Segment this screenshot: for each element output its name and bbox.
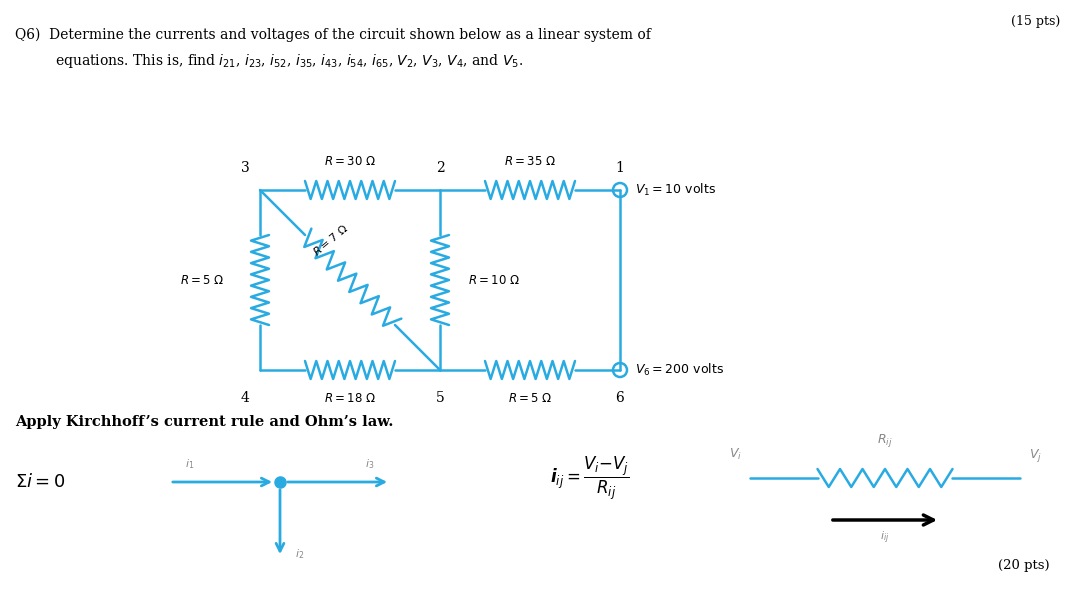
Text: $R_{ij}$: $R_{ij}$ <box>877 432 892 449</box>
Text: $\boldsymbol{i}_{ij} = \dfrac{V_i{-}V_j}{R_{ij}}$: $\boldsymbol{i}_{ij} = \dfrac{V_i{-}V_j}… <box>550 454 629 502</box>
Text: $R = 35\ \Omega$: $R = 35\ \Omega$ <box>504 155 556 168</box>
Text: equations. This is, find $i_{21}$, $i_{23}$, $i_{52}$, $i_{35}$, $i_{43}$, $i_{5: equations. This is, find $i_{21}$, $i_{2… <box>55 52 524 70</box>
Text: $V_6 = 200\ \mathrm{volts}$: $V_6 = 200\ \mathrm{volts}$ <box>635 362 725 378</box>
Text: 2: 2 <box>435 161 444 175</box>
Text: $i_1$: $i_1$ <box>185 457 195 471</box>
Text: $V_1 = 10\ \mathrm{volts}$: $V_1 = 10\ \mathrm{volts}$ <box>635 182 716 198</box>
Text: $R = 18\ \Omega$: $R = 18\ \Omega$ <box>324 392 376 405</box>
Text: 1: 1 <box>616 161 625 175</box>
Text: $V_j$: $V_j$ <box>1029 447 1042 464</box>
Text: 6: 6 <box>616 391 625 405</box>
Text: $R = 10\ \Omega$: $R = 10\ \Omega$ <box>468 274 520 287</box>
Text: 3: 3 <box>241 161 249 175</box>
Text: $i_{ij}$: $i_{ij}$ <box>880 529 890 546</box>
Text: (20 pts): (20 pts) <box>999 559 1050 572</box>
Text: $V_i$: $V_i$ <box>729 447 742 462</box>
Text: $i_3$: $i_3$ <box>366 457 375 471</box>
Text: 4: 4 <box>241 391 249 405</box>
Text: $R = 5\ \Omega$: $R = 5\ \Omega$ <box>507 392 553 405</box>
Text: (15 pts): (15 pts) <box>1010 15 1060 28</box>
Text: $R = 5\ \Omega$: $R = 5\ \Omega$ <box>181 274 225 287</box>
Text: $i_2$: $i_2$ <box>295 547 304 561</box>
Text: Q6)  Determine the currents and voltages of the circuit shown below as a linear : Q6) Determine the currents and voltages … <box>15 28 650 42</box>
Text: Apply Kirchhoff’s current rule and Ohm’s law.: Apply Kirchhoff’s current rule and Ohm’s… <box>15 415 393 429</box>
Text: $R = 30\ \Omega$: $R = 30\ \Omega$ <box>324 155 376 168</box>
Text: 5: 5 <box>435 391 444 405</box>
Text: $\Sigma i = 0$: $\Sigma i = 0$ <box>15 473 66 491</box>
Text: $R = 7\ \Omega$: $R = 7\ \Omega$ <box>310 222 350 258</box>
